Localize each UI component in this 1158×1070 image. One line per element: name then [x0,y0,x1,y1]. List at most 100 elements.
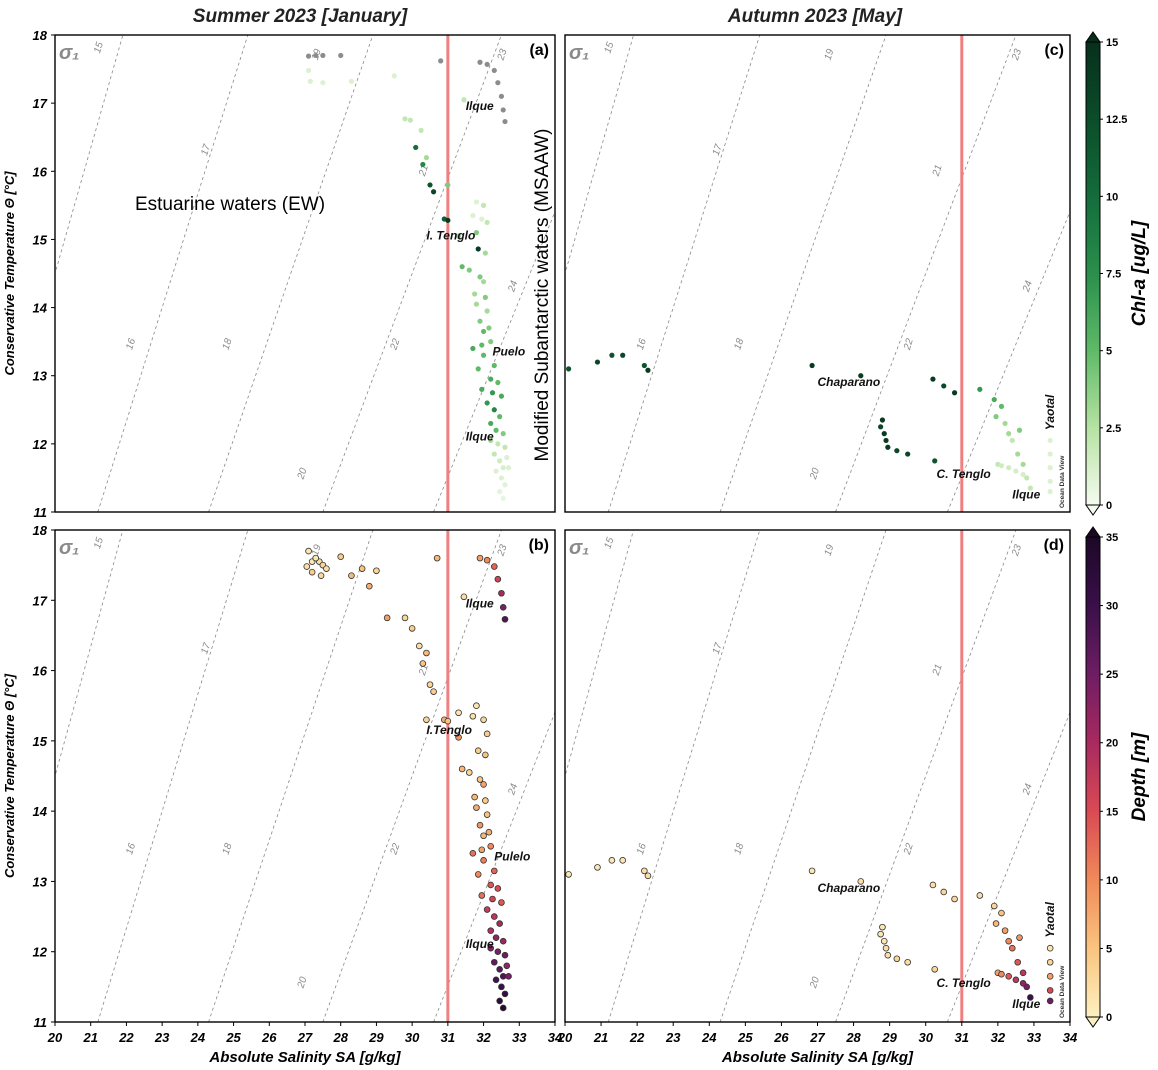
x-tick-label: 29 [368,1030,384,1045]
isopycnal-label: 23 [1010,543,1024,558]
data-point [477,318,483,324]
isopycnal-label: 20 [295,466,309,481]
x-tick-label: 20 [557,1030,573,1045]
isopycnal-lines: 15 17 19 21 23 16 18 22 24 20 [55,530,555,1022]
colorbar-tick-label: 15 [1106,37,1118,49]
plot-frame [54,34,556,513]
data-point [413,144,419,151]
data-point [482,751,489,759]
data-point [305,67,312,74]
colorbar-gradient [1085,41,1101,506]
x-tick-label: 32 [991,1030,1006,1045]
data-point [494,575,502,583]
x-tick-label: 28 [845,1030,861,1045]
x-tick-label: 25 [225,1030,241,1045]
data-point [492,934,500,941]
isopycnal-line [946,210,1070,512]
data-point [479,216,485,222]
isopycnal-line [433,210,555,512]
data-point [496,920,503,927]
data-point [878,424,884,430]
isopycnal-lines: 15 17 19 21 23 16 18 22 24 20 [565,530,1070,1022]
y-tick-label: 17 [33,593,48,608]
data-point [373,567,380,575]
data-point [320,80,326,86]
data-point [476,821,484,829]
data-point [951,895,958,903]
isopycnal-line [208,35,374,512]
sigma-symbol: σ₁ [569,42,589,64]
isopycnal-label: 23 [495,543,509,558]
data-point [473,804,480,811]
data-point [877,930,884,938]
y-tick-label: 14 [33,804,48,819]
x-tick-label: 26 [261,1030,277,1045]
data-point [1046,958,1054,966]
panel-label: (b) [529,537,549,554]
data-point [1009,437,1015,444]
chart-panel-b: 15 17 19 21 23 16 18 22 24 20 σ₁ (b) Ilque I.Tenglo Pu… [2,523,563,1066]
data-point [991,396,997,403]
data-point [365,582,373,590]
isopycnal-label: 22 [902,337,916,352]
isopycnal-line [946,711,1070,1022]
data-point [489,895,496,903]
isopycnal-label: 16 [124,842,138,856]
data-point [473,702,480,710]
data-point [485,828,493,836]
colorbar-tick-label: 0 [1106,500,1112,512]
data-point [1014,958,1021,966]
data-point [1047,437,1053,444]
isopycnal-line [433,711,555,1022]
annotation-label: Yaotal [1043,901,1057,937]
isopycnal-label: 21 [417,164,431,179]
data-point [499,604,507,611]
data-point [893,955,901,963]
isopycnal-line [719,530,887,1022]
isopycnal-label: 18 [221,842,235,856]
data-point [487,927,495,934]
isopycnal-line [835,35,1017,512]
data-point [475,366,481,372]
data-point [883,437,889,444]
data-point [505,973,512,980]
data-point [977,386,983,392]
data-point [879,923,886,931]
annotation-label: Ilque [1012,997,1040,1011]
data-point [645,367,651,373]
data-point [418,127,424,133]
data-point [445,182,451,188]
data-point [491,407,497,413]
data-point [484,308,490,314]
data-point [501,615,509,623]
y-tick-label: 13 [33,369,48,384]
data-point [470,212,476,219]
x-tick-label: 31 [955,1030,969,1045]
data-point [305,547,312,555]
col-title-autumn: Autumn 2023 [May] [727,6,903,27]
isopycnal-label: 21 [931,164,945,179]
y-tick-label: 11 [34,1015,48,1030]
data-point [466,267,472,273]
data-point [1027,485,1033,491]
isopycnal-line [607,35,761,512]
isopycnal-line [719,35,887,512]
data-point [1006,431,1012,437]
data-point [479,386,485,392]
colorbar-tick-label: 25 [1106,669,1118,681]
data-point [620,352,626,358]
data-point [1013,468,1019,474]
data-point [477,59,483,65]
data-point [1012,976,1020,984]
data-point [495,379,501,386]
colorbar-tick-label: 12.5 [1106,114,1127,126]
annotation-label: Ilque [466,596,494,610]
colorbar-max-arrow [1085,31,1101,43]
data-point [993,414,999,420]
data-point [1019,969,1027,977]
data-points [303,547,512,1012]
data-point [500,107,506,113]
data-point [461,97,467,103]
data-point [419,660,427,667]
